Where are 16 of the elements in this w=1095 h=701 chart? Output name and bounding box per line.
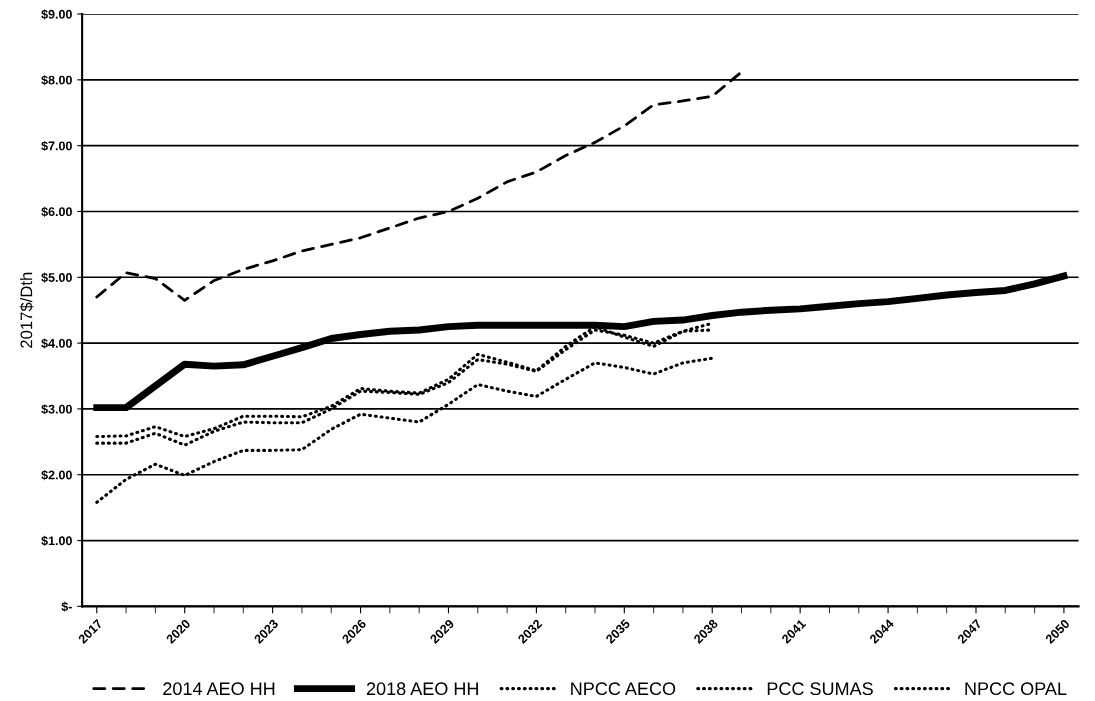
y-tick-label: $3.00 — [41, 404, 72, 415]
y-axis-title: 2017$/Dth — [19, 272, 34, 348]
y-tick-label: $8.00 — [41, 75, 72, 86]
y-tick-label: $- — [61, 601, 72, 612]
legend-label: NPCC AECO — [571, 682, 676, 696]
y-tick-label: $5.00 — [41, 272, 72, 283]
legend-label: 2018 AEO HH — [366, 682, 478, 696]
y-tick-label: $1.00 — [41, 535, 72, 547]
y-tick-label: $4.00 — [41, 338, 72, 349]
y-tick-label: $9.00 — [41, 9, 72, 20]
legend-label: NPCC OPAL — [965, 682, 1067, 696]
y-tick-label: $2.00 — [41, 469, 72, 481]
y-tick-label: $7.00 — [41, 140, 72, 152]
legend-label: PCC SUMAS — [767, 682, 873, 696]
y-tick-label: $6.00 — [41, 206, 72, 217]
legend-label: 2014 AEO HH — [163, 682, 275, 696]
